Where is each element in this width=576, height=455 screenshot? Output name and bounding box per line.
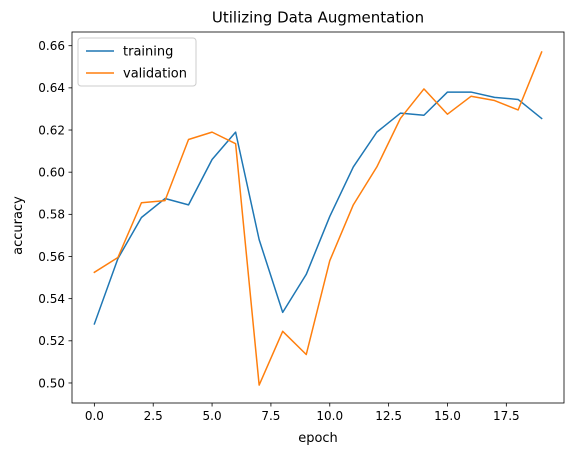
y-axis-label: accuracy — [11, 196, 26, 255]
series-line-training — [93, 91, 543, 325]
series-line-validation — [93, 51, 543, 386]
x-tick-label: 0.0 — [85, 409, 104, 423]
legend-label-validation: validation — [123, 67, 187, 82]
x-tick-label: 5.0 — [203, 409, 222, 423]
x-tick-label: 7.5 — [261, 409, 280, 423]
y-tick-label: 0.52 — [38, 334, 65, 348]
y-tick-label: 0.62 — [38, 123, 65, 137]
y-tick-label: 0.50 — [38, 376, 65, 390]
axes: 0.0 2.5 5.0 7.5 10.0 12.5 15.0 17.5 0.50 0.52 0.54… — [38, 31, 565, 423]
y-tick-label: 0.54 — [38, 292, 65, 306]
y-tick-label: 0.60 — [38, 165, 65, 179]
axes-frame — [71, 31, 565, 404]
chart-title: Utilizing Data Augmentation — [212, 9, 424, 27]
y-tick-label: 0.64 — [38, 81, 65, 95]
legend-box — [77, 37, 197, 87]
legend: training validation — [77, 37, 197, 87]
y-tick-label: 0.56 — [38, 250, 65, 264]
x-tick-label: 17.5 — [493, 409, 520, 423]
y-tick-label: 0.58 — [38, 208, 65, 222]
y-tick-label: 0.66 — [38, 39, 65, 53]
x-tick-label: 10.0 — [316, 409, 343, 423]
x-axis-label: epoch — [298, 431, 338, 446]
plot-area — [93, 51, 543, 386]
x-tick-label: 2.5 — [144, 409, 163, 423]
legend-label-training: training — [123, 45, 173, 60]
x-tick-label: 15.0 — [434, 409, 461, 423]
x-tick-label: 12.5 — [375, 409, 402, 423]
